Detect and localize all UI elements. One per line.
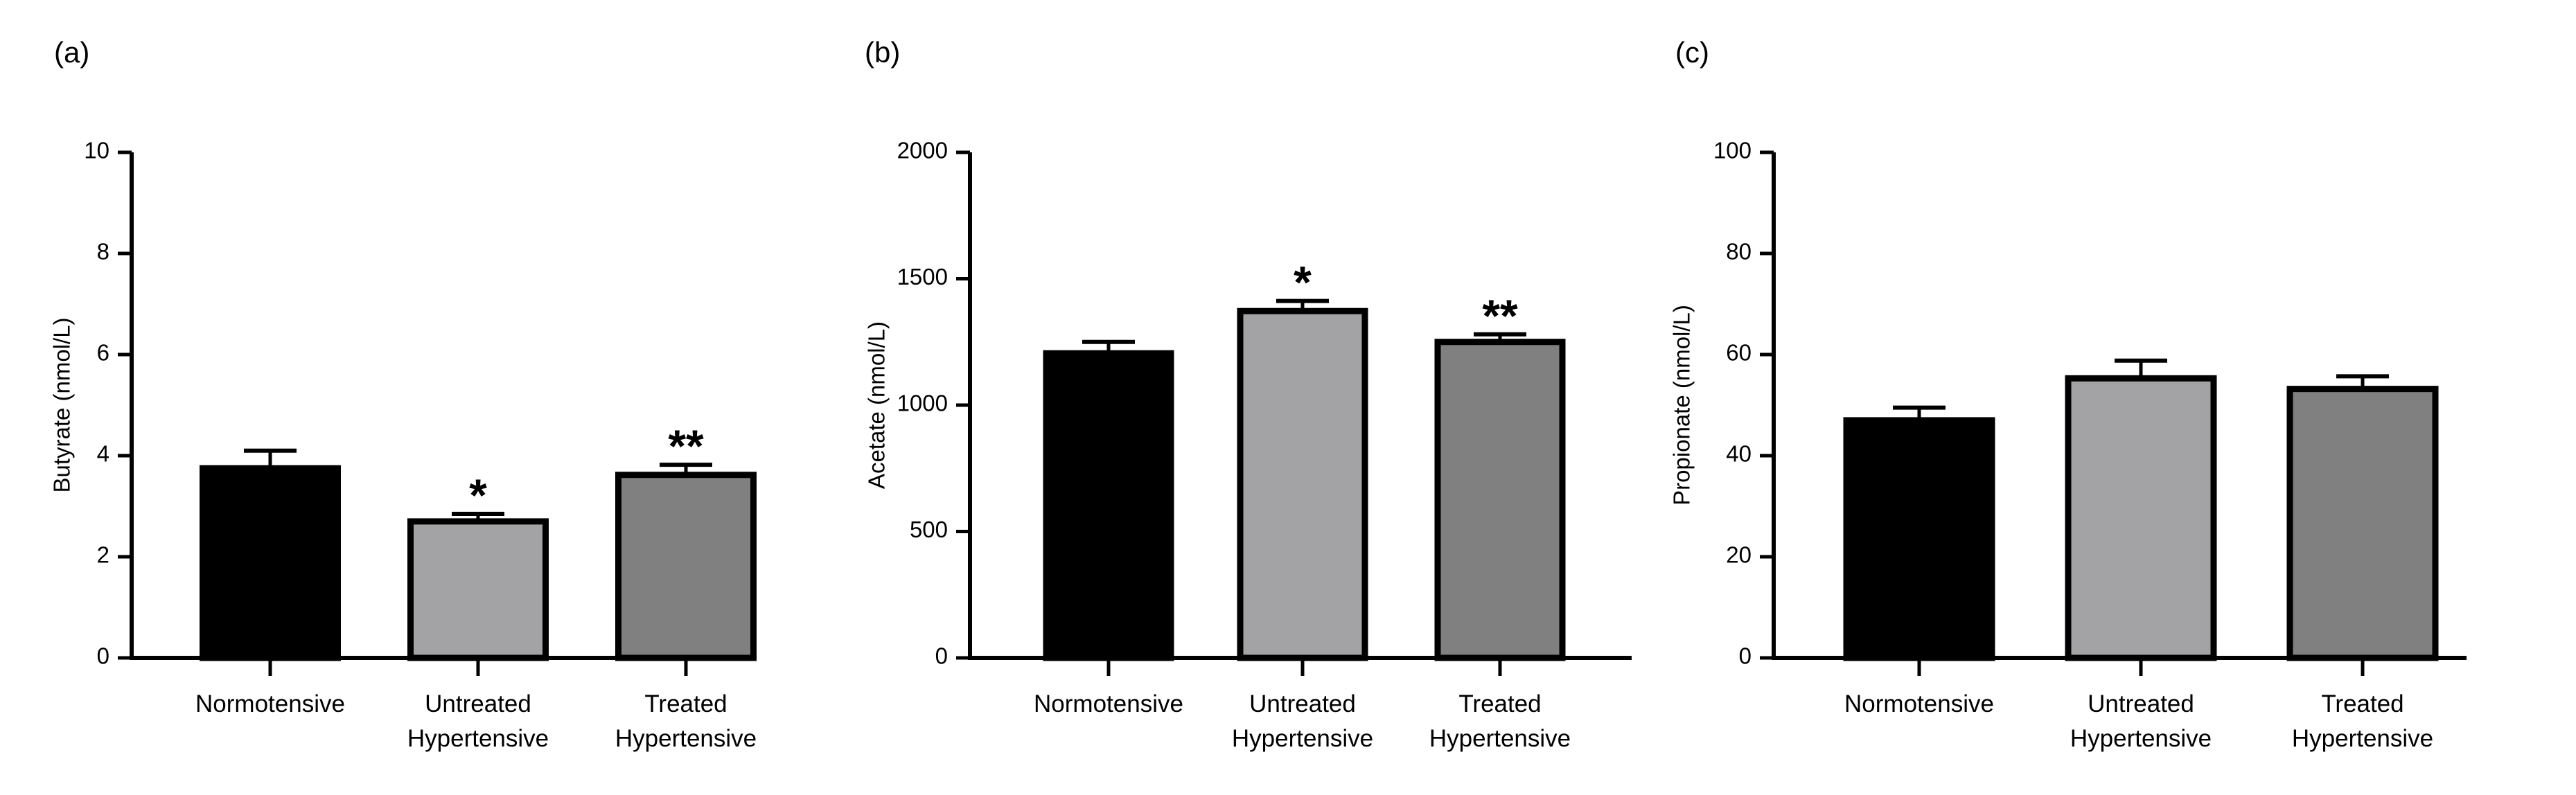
y-tick-label: 1000 xyxy=(897,391,948,416)
y-tick-label: 8 xyxy=(97,239,109,265)
bar xyxy=(2286,386,2439,661)
x-tick-label: Treated Hypertensive xyxy=(2292,690,2433,752)
x-tick-label-line: Normotensive xyxy=(1844,690,1994,717)
x-tick-label: Untreated Hypertensive xyxy=(1232,690,1373,752)
bar xyxy=(615,472,757,661)
bar xyxy=(1843,417,1995,661)
y-axis-label: Acetate (nmol/L) xyxy=(864,321,890,489)
x-tick-label-line: Untreated xyxy=(1249,690,1356,717)
y-tick-label: 10 xyxy=(84,138,109,163)
x-tick-label: Treated Hypertensive xyxy=(615,690,757,752)
bar-group: ** xyxy=(1434,290,1566,661)
y-tick-label: 60 xyxy=(1726,340,1752,366)
bar-group: * xyxy=(407,470,549,661)
x-tick-label-line: Hypertensive xyxy=(2292,725,2433,752)
y-tick-label: 0 xyxy=(97,643,109,669)
bar-group xyxy=(200,448,341,661)
chart-panel-2: (b) Acetate (nmol/L) 0 500 1000 1500 2000 Normo… xyxy=(864,36,1632,752)
y-tick-label: 100 xyxy=(1713,138,1752,163)
y-tick-label: 2 xyxy=(97,542,109,568)
bar-group: * xyxy=(1237,257,1368,661)
bar xyxy=(2065,375,2217,661)
bar-group xyxy=(1043,339,1174,661)
x-tick-label-line: Treated xyxy=(644,690,727,717)
y-tick-label: 40 xyxy=(1726,441,1752,467)
y-tick-label: 2000 xyxy=(897,138,948,163)
x-tick-label: Normotensive xyxy=(1844,690,1994,717)
bar xyxy=(1043,350,1174,661)
bar xyxy=(200,465,341,661)
bar-group xyxy=(1843,405,1995,661)
y-tick-label: 0 xyxy=(935,643,948,669)
x-tick-label: Normotensive xyxy=(195,690,345,717)
x-tick-label-line: Hypertensive xyxy=(615,725,757,752)
x-tick-label: Normotensive xyxy=(1034,690,1183,717)
x-tick-label-line: Treated xyxy=(2321,690,2403,717)
x-tick-label-line: Hypertensive xyxy=(407,725,549,752)
bar xyxy=(1237,307,1368,661)
panel-label: (c) xyxy=(1675,36,1709,69)
significance-marker: * xyxy=(469,470,487,521)
panel-label: (a) xyxy=(54,36,89,69)
x-tick-label-line: Hypertensive xyxy=(2070,725,2212,752)
y-tick-label: 80 xyxy=(1726,239,1752,265)
significance-marker: ** xyxy=(1482,290,1518,341)
y-tick-label: 500 xyxy=(910,517,948,542)
significance-marker: ** xyxy=(668,420,704,472)
x-tick-label-line: Hypertensive xyxy=(1429,725,1571,752)
y-axis-label: Propionate (nmol/L) xyxy=(1669,305,1695,506)
x-tick-label-line: Normotensive xyxy=(1034,690,1183,717)
panel-label: (b) xyxy=(865,36,900,69)
bar-group: ** xyxy=(615,420,757,661)
x-tick-label: Untreated Hypertensive xyxy=(407,690,549,752)
bar xyxy=(1434,339,1566,661)
y-tick-label: 0 xyxy=(1739,643,1752,669)
x-tick-label-line: Treated xyxy=(1458,690,1541,717)
x-tick-label-line: Untreated xyxy=(425,690,531,717)
y-tick-label: 4 xyxy=(97,441,109,467)
x-tick-label: Untreated Hypertensive xyxy=(2070,690,2212,752)
bar xyxy=(407,518,549,661)
x-tick-label: Treated Hypertensive xyxy=(1429,690,1571,752)
y-tick-label: 20 xyxy=(1726,542,1752,568)
x-tick-label-line: Hypertensive xyxy=(1232,725,1373,752)
y-axis-label: Butyrate (nmol/L) xyxy=(49,317,75,492)
bar-group xyxy=(2286,374,2439,661)
bar-group xyxy=(2065,358,2217,661)
significance-marker: * xyxy=(1294,257,1312,308)
x-tick-label-line: Untreated xyxy=(2088,690,2194,717)
chart-panel-1: (a) Butyrate (nmol/L) 0 2 4 6 8 10 Normotensive *… xyxy=(49,36,757,752)
x-tick-label-line: Normotensive xyxy=(195,690,345,717)
y-tick-label: 6 xyxy=(97,340,109,366)
y-tick-label: 1500 xyxy=(897,264,948,289)
chart-panel-3: (c) Propionate (nmol/L) 0 20 40 60 80 100 Normot… xyxy=(1669,36,2467,752)
